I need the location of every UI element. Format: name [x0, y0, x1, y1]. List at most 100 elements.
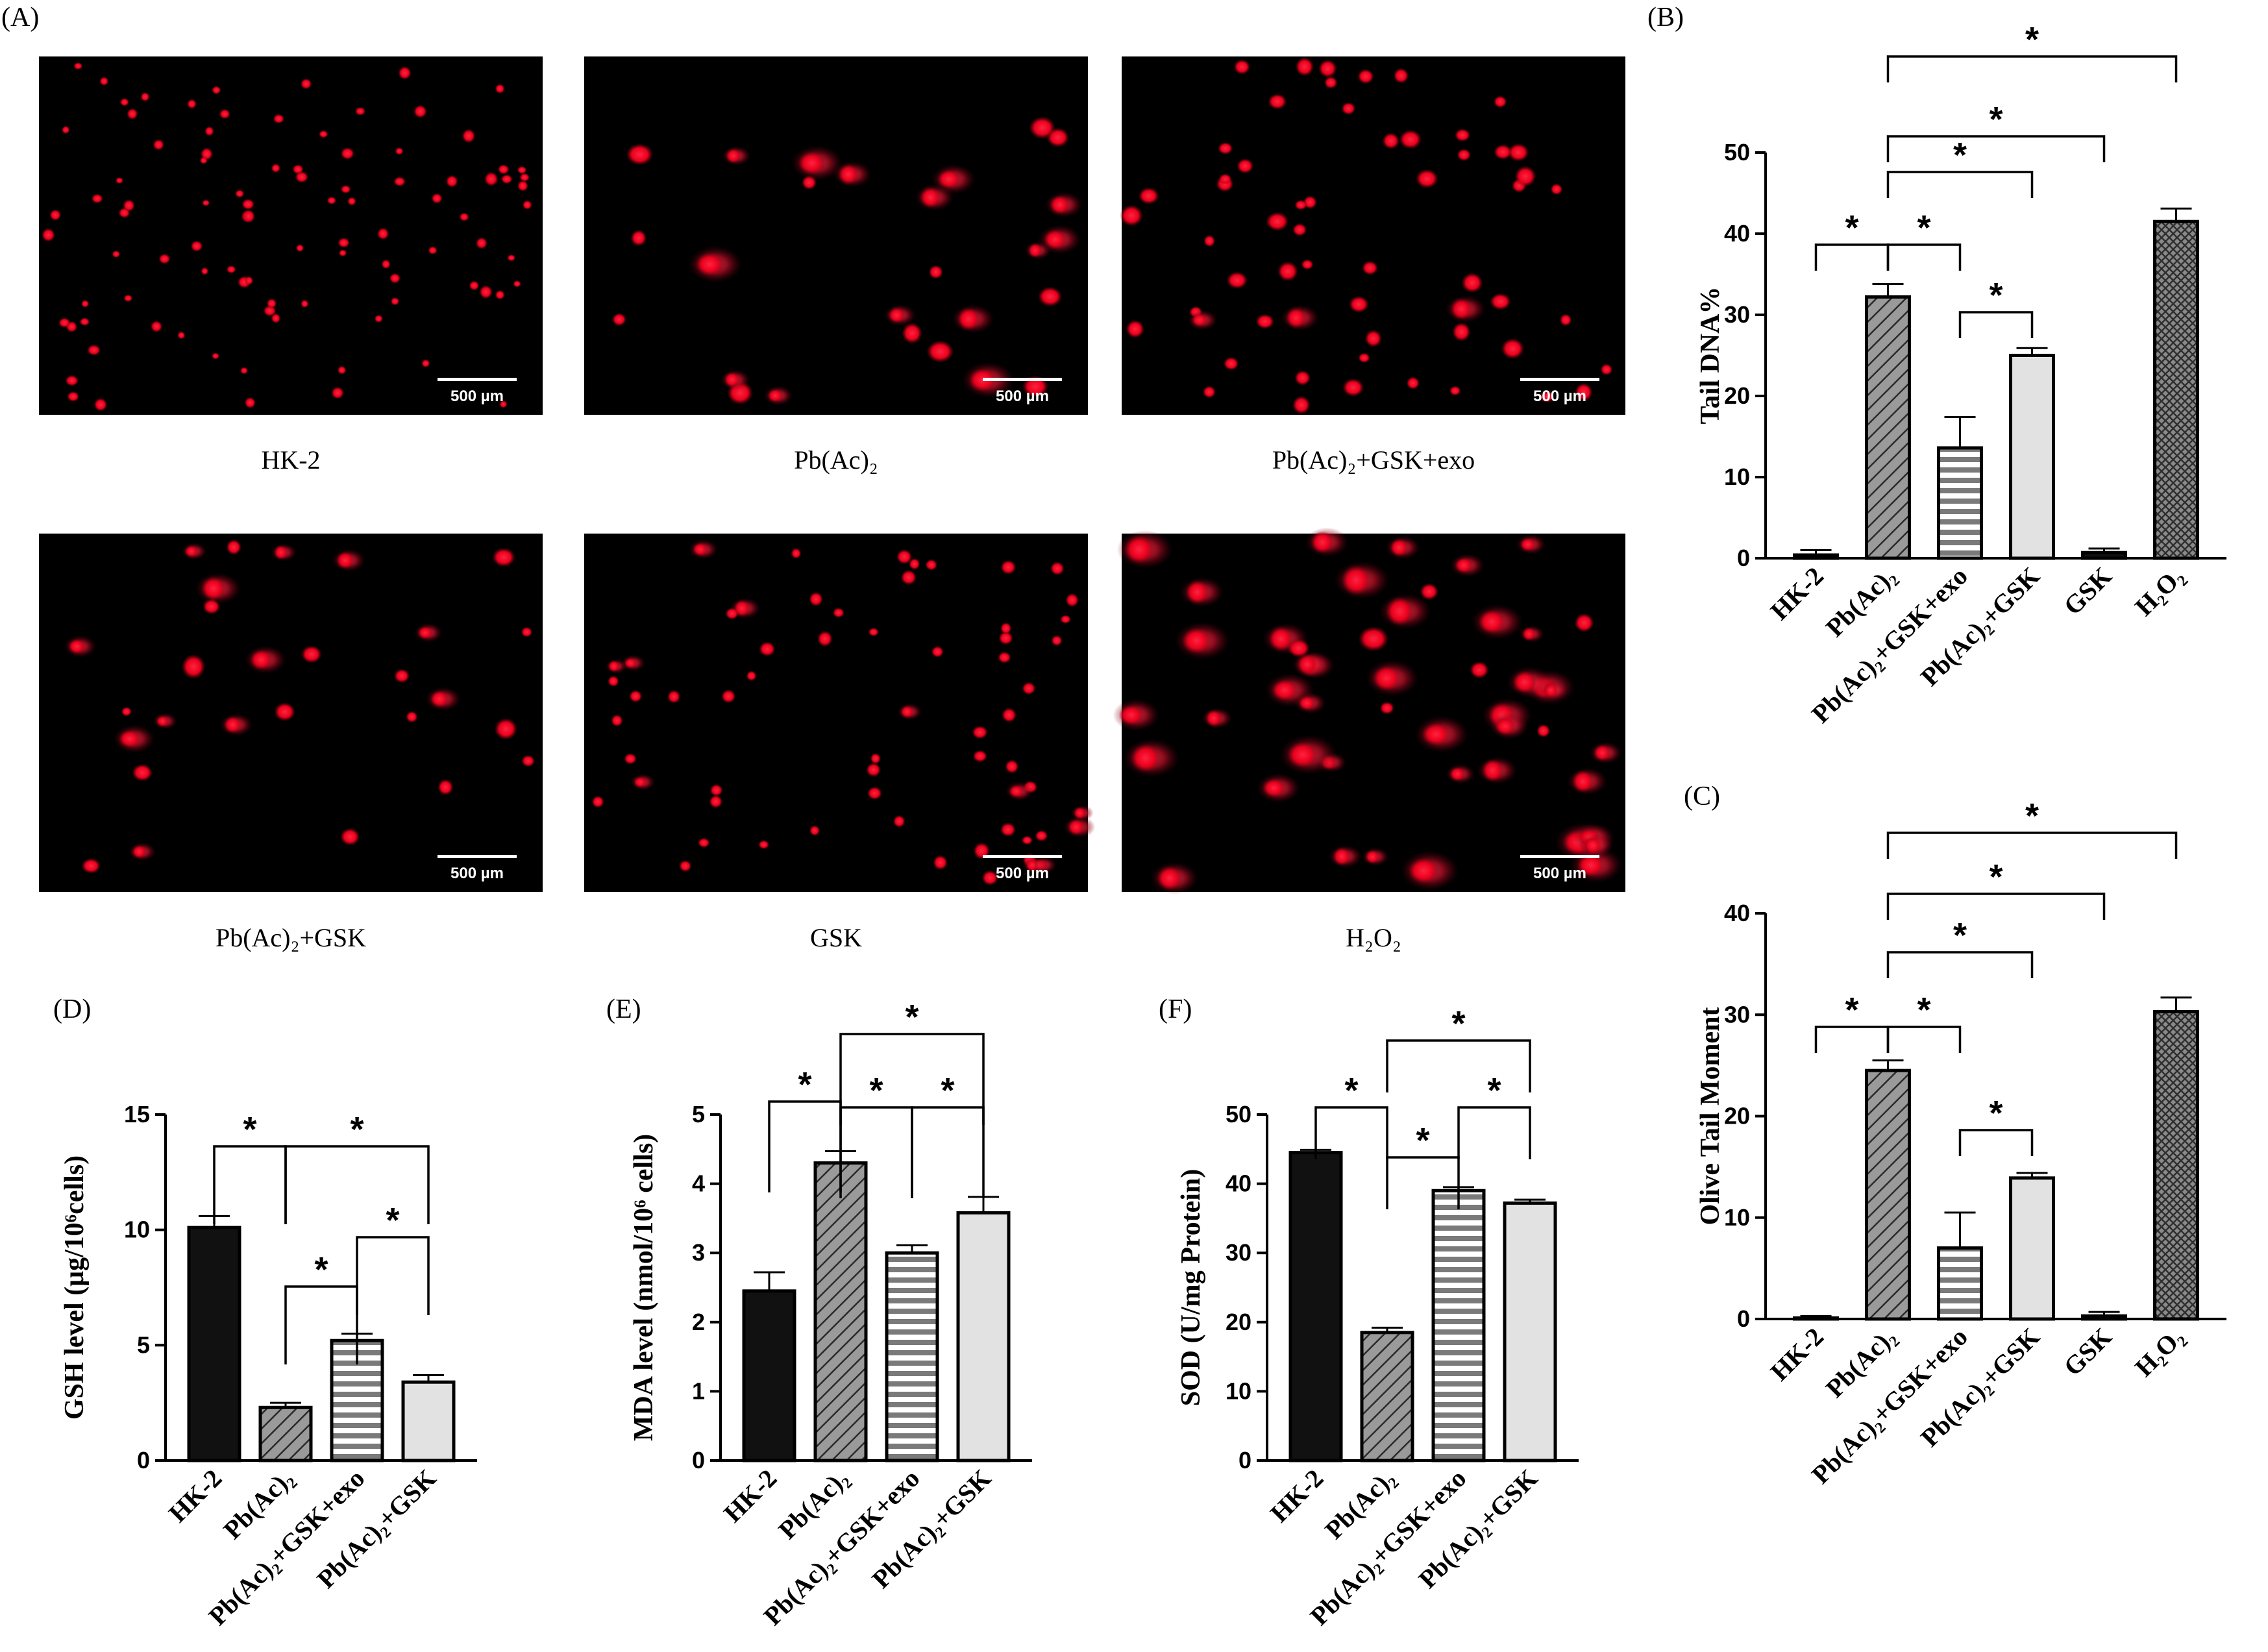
cell-nucleus	[1043, 229, 1066, 250]
micrograph-image	[39, 56, 543, 415]
cell-nucleus	[241, 199, 255, 210]
cell-nucleus	[517, 166, 527, 175]
cell-nucleus	[888, 307, 906, 323]
cell-nucleus	[199, 156, 208, 164]
cell-nucleus	[211, 352, 220, 360]
y-tick-label: 30	[1724, 1001, 1750, 1028]
cell-nucleus	[406, 711, 418, 723]
significance-bracket	[356, 1236, 430, 1315]
cell-nucleus	[1130, 743, 1161, 772]
cell-nucleus	[121, 706, 132, 717]
significance-bracket	[1886, 951, 2034, 978]
x-tick-label: HK-2	[1764, 561, 1829, 626]
cell-nucleus	[746, 671, 757, 682]
cell-nucleus	[494, 718, 518, 740]
x-tick-label: HK-2	[718, 1464, 782, 1528]
cell-nucleus	[1540, 390, 1554, 403]
significance-bracket	[1386, 1156, 1460, 1209]
cell-nucleus	[1022, 682, 1036, 695]
cell-nucleus	[240, 367, 249, 375]
cell-nucleus	[521, 626, 533, 637]
cell-nucleus	[469, 280, 480, 291]
cell-nucleus	[81, 857, 101, 874]
cell-nucleus	[695, 253, 724, 277]
cell-nucleus	[1138, 187, 1159, 204]
significance-star: *	[798, 1065, 811, 1104]
cell-nucleus	[61, 125, 70, 134]
cell-nucleus	[80, 299, 90, 308]
cell-nucleus	[1420, 583, 1439, 600]
cell-nucleus	[866, 762, 881, 777]
y-tick-label: 4	[692, 1170, 705, 1197]
cell-nucleus	[1358, 626, 1389, 652]
cell-nucleus	[968, 368, 997, 392]
micrograph-caption: Pb(Ac)₂+GSK	[216, 923, 366, 952]
cell-nucleus	[1594, 745, 1611, 761]
cell-nucleus	[327, 196, 337, 205]
cell-nucleus	[244, 276, 254, 286]
scale-bar	[983, 855, 1062, 858]
y-tick-label: 30	[1226, 1239, 1251, 1266]
y-tick-label: 0	[1737, 1305, 1750, 1332]
bar	[1793, 1316, 1839, 1321]
cell-nucleus	[1026, 859, 1039, 872]
cell-nucleus	[492, 547, 515, 567]
significance-star: *	[2025, 20, 2039, 59]
cell-nucleus	[1457, 148, 1472, 162]
micrograph-1: 500 µm HK-2	[39, 56, 543, 475]
cell-nucleus	[242, 209, 256, 223]
significance-star: *	[2025, 796, 2039, 835]
significance-star: *	[869, 1071, 883, 1110]
bar	[1288, 1151, 1343, 1462]
significance-bracket	[1958, 1129, 2034, 1156]
cell-nucleus	[1490, 293, 1511, 310]
cell-nucleus	[186, 99, 197, 109]
cell-nucleus	[181, 654, 206, 680]
cell-nucleus	[150, 320, 163, 333]
cell-nucleus	[1124, 535, 1154, 564]
cell-nucleus	[156, 715, 169, 727]
bar	[401, 1380, 456, 1462]
y-tick-label: 20	[1724, 382, 1750, 409]
cell-nucleus	[1118, 704, 1144, 726]
cell-nucleus	[1372, 665, 1401, 691]
cell-nucleus	[1572, 770, 1594, 793]
micrograph-caption: H₂O₂	[1346, 923, 1401, 952]
cell-nucleus	[1507, 143, 1529, 162]
cell-nucleus	[1449, 386, 1461, 396]
cell-nucleus	[1050, 195, 1070, 215]
cell-nucleus	[1415, 169, 1438, 189]
panel-label-e: (E)	[606, 994, 641, 1024]
significance-star: *	[1344, 1071, 1358, 1110]
y-tick-label: 40	[1724, 220, 1750, 247]
x-tick-label: GSK	[2058, 561, 2117, 621]
cell-nucleus	[42, 228, 55, 242]
cell-nucleus	[1514, 166, 1536, 187]
scale-bar	[983, 378, 1062, 381]
cell-nucleus	[981, 870, 998, 886]
significance-bracket	[284, 1285, 358, 1364]
x-tick-label: HK-2	[163, 1464, 227, 1528]
chart-tail-dna: Tail DNA%01020304050HK-2Pb(Ac)₂Pb(Ac)₂+G…	[1695, 20, 2226, 728]
cell-nucleus	[1233, 59, 1251, 75]
cell-nucleus	[1255, 314, 1275, 329]
bar	[258, 1405, 313, 1462]
scale-bar-label: 500 µm	[450, 388, 504, 405]
cell-nucleus	[1399, 129, 1422, 149]
significance-bracket	[1886, 55, 2178, 82]
cell-nucleus	[417, 626, 433, 639]
micrograph-6: 500 µm H₂O₂	[1113, 527, 1625, 952]
bar	[1865, 1068, 1911, 1321]
cell-nucleus	[140, 92, 150, 102]
cell-nucleus	[413, 105, 428, 118]
cell-nucleus	[234, 189, 245, 198]
scale-bar	[438, 378, 517, 381]
cell-nucleus	[1577, 854, 1605, 877]
bar	[2009, 1176, 2055, 1321]
cell-nucleus	[1000, 560, 1017, 575]
y-tick-label: 20	[1226, 1309, 1251, 1335]
cell-nucleus	[1449, 767, 1465, 782]
cell-nucleus	[1520, 537, 1536, 551]
cell-nucleus	[340, 147, 355, 160]
